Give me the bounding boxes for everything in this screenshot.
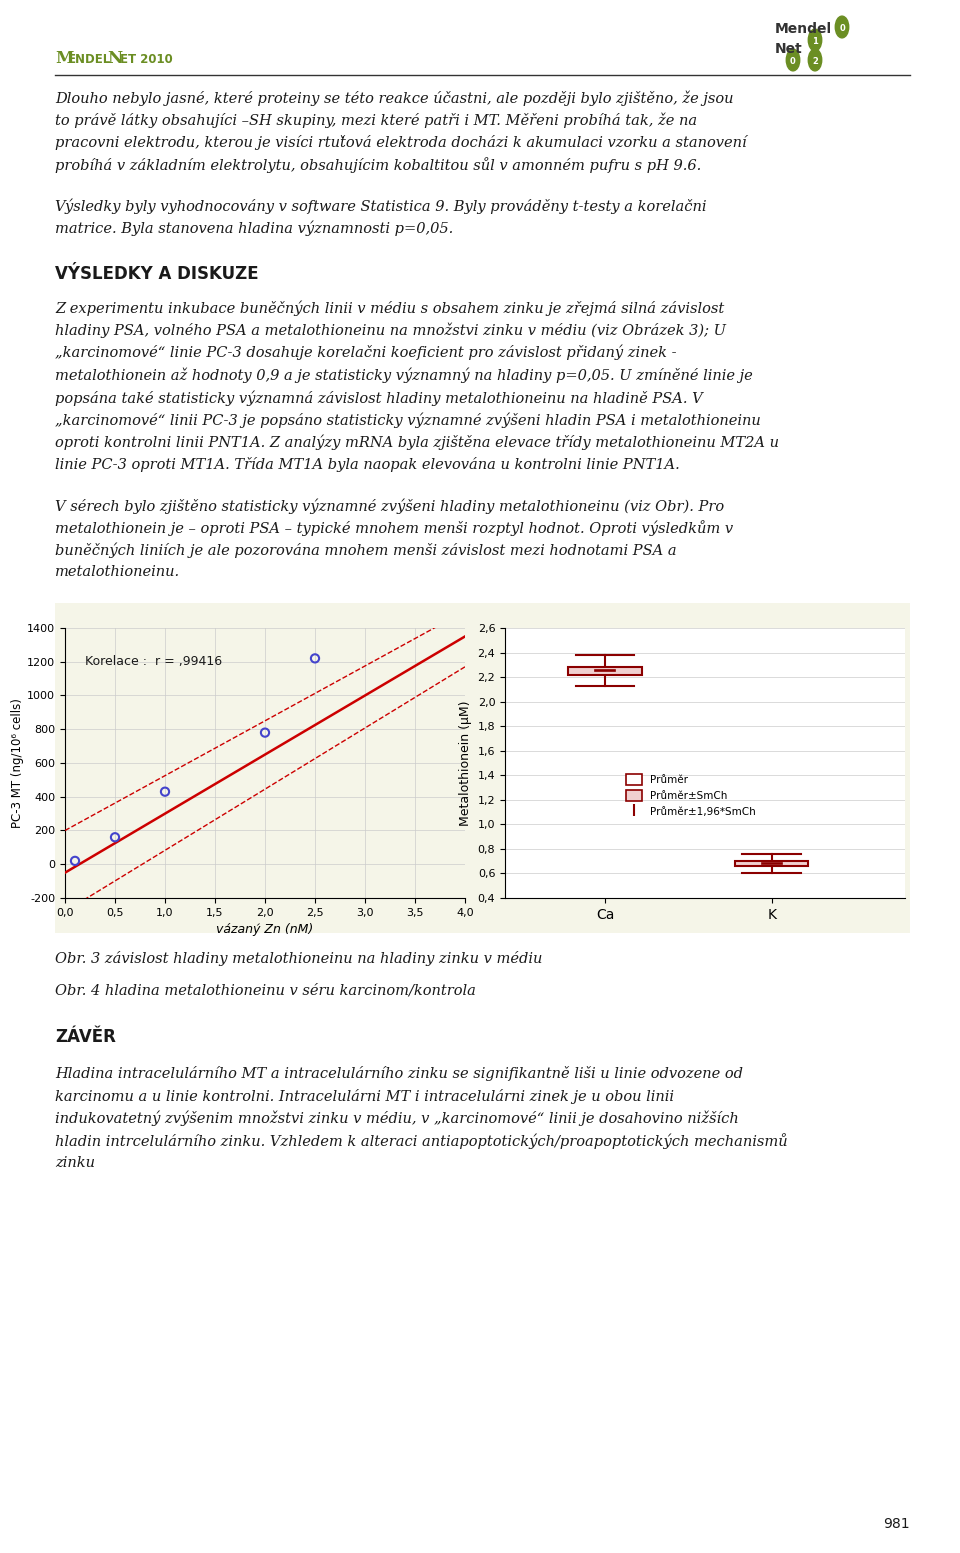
Point	[257, 721, 273, 745]
Text: pracovni elektrodu, kterou je visíci rtuťová elektroda docházi k akumulaci vzor: pracovni elektrodu, kterou je visíci rtu…	[55, 135, 747, 151]
Text: V sérech bylo zjištěno statisticky významné zvýšeni hladiny metalothioneinu (viz: V sérech bylo zjištěno statisticky význa…	[55, 499, 724, 514]
Text: probíhá v základním elektrolytu, obsahujícim kobaltitou sůl v amonném pufru s pH: probíhá v základním elektrolytu, obsahuj…	[55, 157, 701, 174]
Text: Z experimentu inkubace buněčných linii v médiu s obsahem zinku je zřejmá silná z: Z experimentu inkubace buněčných linii v…	[55, 300, 724, 315]
Text: Net: Net	[775, 42, 803, 56]
Text: karcinomu a u linie kontrolni. Intracelulárni MT i intracelulárni zinek je u obo: karcinomu a u linie kontrolni. Intracelu…	[55, 1089, 674, 1104]
Text: buněčných liniích je ale pozorována mnohem menši závislost mezi hodnotami PSA a: buněčných liniích je ale pozorována mnoh…	[55, 544, 677, 559]
Text: linie PC-3 oproti MT1A. Třída MT1A byla naopak elevována u kontrolni linie PNT1A: linie PC-3 oproti MT1A. Třída MT1A byla …	[55, 458, 680, 472]
Text: Korelace :  r = ,99416: Korelace : r = ,99416	[85, 655, 222, 668]
Text: ZÁVĚR: ZÁVĚR	[55, 1028, 116, 1047]
Text: ET 2010: ET 2010	[120, 53, 173, 65]
Text: M: M	[55, 50, 73, 67]
Text: Hladina intracelulárního MT a intracelulárního zinku se signifikantně liši u lin: Hladina intracelulárního MT a intracelul…	[55, 1065, 743, 1081]
Text: metalothioneinu.: metalothioneinu.	[55, 565, 180, 579]
Text: 981: 981	[883, 1517, 910, 1531]
Text: zinku: zinku	[55, 1155, 95, 1169]
Text: „karcinomové“ linii PC-3 je popsáno statisticky významné zvýšeni hladin PSA i me: „karcinomové“ linii PC-3 je popsáno stat…	[55, 413, 760, 429]
Text: metalothionein až hodnoty 0,9 a je statisticky významný na hladiny p=0,05. U zmí: metalothionein až hodnoty 0,9 a je stati…	[55, 368, 753, 384]
Text: metalothionein je – oproti PSA – typické mnohem menši rozptyl hodnot. Oproti výs: metalothionein je – oproti PSA – typické…	[55, 520, 733, 536]
Text: Mendel: Mendel	[775, 22, 832, 36]
Point	[157, 780, 173, 804]
Text: popsána také statisticky významná závislost hladiny metalothioneinu na hladině P: popsána také statisticky významná závisl…	[55, 390, 703, 405]
Text: 0: 0	[839, 23, 845, 33]
Text: N: N	[107, 50, 122, 67]
Text: hladin intrcelulárního zinku. Vzhledem k alteraci antiapoptotických/proapoptotic: hladin intrcelulárního zinku. Vzhledem k…	[55, 1134, 787, 1149]
Text: 0: 0	[790, 57, 796, 65]
Text: oproti kontrolni linii PNT1A. Z analýzy mRNA byla zjištěna elevace třídy metalot: oproti kontrolni linii PNT1A. Z analýzy …	[55, 435, 779, 450]
Point	[67, 848, 83, 873]
Bar	[568, 666, 641, 676]
Y-axis label: PC-3 MT (ng/10⁶ cells): PC-3 MT (ng/10⁶ cells)	[12, 697, 24, 828]
Text: matrice. Byla stanovena hladina významnosti p=0,05.: matrice. Byla stanovena hladina významno…	[55, 221, 453, 236]
Y-axis label: Metalothionein (μM): Metalothionein (μM)	[459, 700, 472, 826]
Text: Dlouho nebylo jasné, které proteiny se této reakce účastni, ale později bylo zji: Dlouho nebylo jasné, které proteiny se t…	[55, 90, 733, 106]
Text: to právě látky obsahujíci –SH skupiny, mezi které patři i MT. Měřeni probíhá tak: to právě látky obsahujíci –SH skupiny, m…	[55, 112, 697, 127]
Point	[307, 646, 323, 671]
Bar	[735, 862, 808, 867]
Text: Výsledky byly vyhodnocovány v software Statistica 9. Byly prováděny t-testy a ko: Výsledky byly vyhodnocovány v software S…	[55, 197, 707, 213]
Text: ENDEL: ENDEL	[68, 53, 111, 65]
Text: indukovatetný zvýšenim množstvi zinku v médiu, v „karcinomové“ linii je dosahovi: indukovatetný zvýšenim množstvi zinku v …	[55, 1110, 739, 1126]
Text: „karcinomové“ linie PC-3 dosahuje korelačni koeficient pro závislost přidaný zin: „karcinomové“ linie PC-3 dosahuje korela…	[55, 345, 677, 360]
Text: 1: 1	[812, 37, 818, 47]
Text: hladiny PSA, volného PSA a metalothioneinu na množstvi zinku v médiu (viz Obráze: hladiny PSA, volného PSA a metalothionei…	[55, 323, 726, 339]
Legend: Průměr, Průměr±SmCh, Průměr±1,96*SmCh: Průměr, Průměr±SmCh, Průměr±1,96*SmCh	[622, 770, 760, 822]
Text: VÝSLEDKY A DISKUZE: VÝSLEDKY A DISKUZE	[55, 266, 258, 283]
Text: 2: 2	[812, 57, 818, 65]
Point	[108, 825, 123, 849]
Text: Obr. 4 hladina metalothioneinu v séru karcinom/kontrola: Obr. 4 hladina metalothioneinu v séru ka…	[55, 983, 476, 997]
X-axis label: vázaný Zn (nM): vázaný Zn (nM)	[216, 924, 314, 936]
Text: Obr. 3 závislost hladiny metalothioneinu na hladiny zinku v médiu: Obr. 3 závislost hladiny metalothioneinu…	[55, 950, 542, 966]
